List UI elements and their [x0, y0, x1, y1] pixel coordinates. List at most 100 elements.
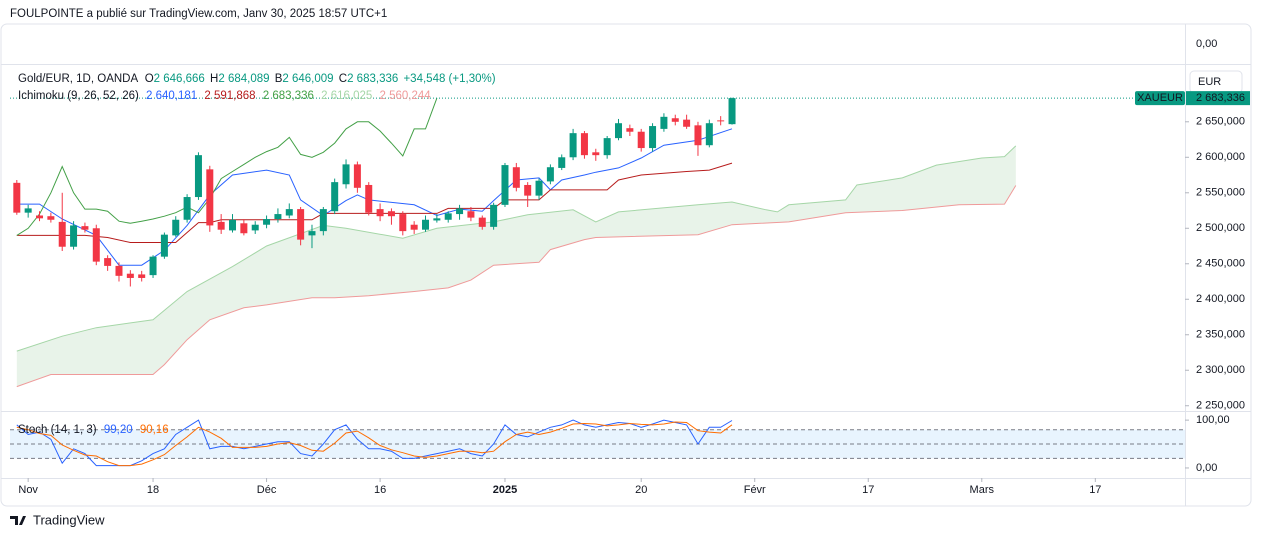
- candle-body: [138, 274, 146, 278]
- candle-body: [126, 273, 134, 278]
- candle-body: [149, 256, 157, 276]
- candle-body: [512, 167, 520, 188]
- candle-body: [308, 231, 316, 236]
- candle-body: [728, 98, 736, 125]
- candle-body: [115, 265, 123, 276]
- candle-body: [478, 217, 486, 227]
- candle-body: [251, 224, 259, 231]
- y-tick-label: 0,00: [1196, 462, 1217, 474]
- candle-body: [671, 118, 679, 122]
- candle-body: [319, 209, 327, 232]
- x-tick-label: 20: [635, 484, 647, 496]
- x-tick-label: 17: [862, 484, 874, 496]
- candle-body: [297, 209, 305, 240]
- legend-value: 2 591,868: [204, 90, 255, 102]
- candle-body: [683, 119, 691, 127]
- candle-body: [194, 155, 202, 198]
- legend-value: 2 684,089: [218, 73, 269, 85]
- legend-main: Gold/EUR, 1D, OANDA O2 646,666 H2 684,08…: [18, 73, 496, 85]
- candle-body: [47, 216, 55, 220]
- candle-body: [660, 116, 668, 129]
- legend-value: 99,20: [104, 424, 133, 436]
- candle-body: [81, 226, 89, 230]
- candle-body: [160, 234, 168, 257]
- symbol-tag-bg: [1135, 91, 1185, 106]
- candle-body: [353, 164, 361, 188]
- price-label: 2 683,336: [1196, 92, 1245, 104]
- candle-body: [615, 123, 623, 139]
- candle-body: [410, 224, 418, 230]
- indicator-line: [16, 185, 1017, 388]
- legend-value: 2 683,336: [263, 90, 314, 102]
- y-tick-label: 100,00: [1196, 414, 1230, 426]
- candle-body: [637, 131, 645, 149]
- legend-key: C: [339, 73, 347, 85]
- candle-body: [558, 157, 566, 168]
- band-fill: [10, 429, 1185, 459]
- x-tick-label: 18: [147, 484, 159, 496]
- candle-body: [104, 258, 112, 266]
- candle-body: [705, 123, 713, 146]
- candle-body: [433, 218, 441, 221]
- symbol-tag: XAUEUR: [1137, 92, 1183, 104]
- candle-body: [569, 133, 577, 158]
- x-tick-label: 2025: [493, 484, 517, 496]
- legend-value: 90,16: [140, 424, 169, 436]
- candle-body: [13, 182, 21, 213]
- legend-title: Stoch (14, 1, 3): [18, 424, 97, 436]
- y-tick-label: 2 650,000: [1196, 116, 1245, 128]
- candle-body: [649, 126, 657, 149]
- legend-stoch: Stoch (14, 1, 3) 99,20 90,16: [18, 424, 169, 436]
- candle-body: [456, 208, 464, 215]
- candle-body: [592, 152, 600, 156]
- x-tick-label: Févr: [744, 484, 766, 496]
- x-tick-label: Déc: [257, 484, 277, 496]
- candle-body: [285, 209, 293, 216]
- candle-body: [70, 225, 78, 247]
- candle-body: [422, 219, 430, 230]
- candle-body: [92, 228, 100, 262]
- candle-body: [603, 138, 611, 156]
- legend-title: Ichimoku (9, 26, 52, 26): [18, 90, 139, 102]
- stoch-line: [16, 419, 733, 467]
- legend-ichimoku: Ichimoku (9, 26, 52, 26) 2 640,181 2 591…: [18, 90, 431, 102]
- currency[interactable]: EUR: [1198, 76, 1221, 88]
- candle-body: [694, 125, 702, 146]
- candle-body: [387, 211, 395, 217]
- footer: TradingView: [33, 512, 105, 527]
- legend-change: +34,548 (+1,30%): [403, 73, 495, 85]
- y-tick-label: 2 550,000: [1196, 187, 1245, 199]
- candle-body: [229, 219, 237, 231]
- frame: [0, 23, 1252, 507]
- legend-key: H: [210, 73, 218, 85]
- y-tick-label: 2 500,000: [1196, 222, 1245, 234]
- y-tick-label: 2 600,000: [1196, 151, 1245, 163]
- x-tick-label: Mars: [970, 484, 995, 496]
- candle-body: [501, 165, 509, 205]
- candle-body: [376, 209, 384, 217]
- candle-body: [172, 219, 180, 236]
- candle-body: [490, 204, 498, 227]
- candle-body: [206, 169, 214, 226]
- candle-body: [535, 180, 543, 196]
- top-pane-label: 0,00: [1196, 38, 1217, 50]
- indicator-line: [16, 145, 1017, 352]
- y-tick-label: 2 350,000: [1196, 329, 1245, 341]
- candle-body: [240, 223, 248, 234]
- candle-body: [58, 221, 66, 247]
- header: FOULPOINTE a publié sur TradingView.com,…: [10, 8, 387, 20]
- candle-body: [217, 221, 225, 230]
- candle-body: [467, 211, 475, 218]
- legend-key: B: [275, 73, 283, 85]
- x-tick-label: 17: [1089, 484, 1101, 496]
- legend-value: 2 646,009: [282, 73, 333, 85]
- candle-body: [263, 219, 271, 225]
- candle-body: [444, 213, 452, 220]
- cloud: [16, 145, 1016, 387]
- candle-body: [183, 197, 191, 220]
- candle-body: [36, 215, 44, 219]
- legend-value: 2 646,666: [154, 73, 205, 85]
- y-tick-label: 2 400,000: [1196, 293, 1245, 305]
- legend-value: 2 560,244: [380, 90, 432, 102]
- legend-value: 2 616,025: [321, 90, 372, 102]
